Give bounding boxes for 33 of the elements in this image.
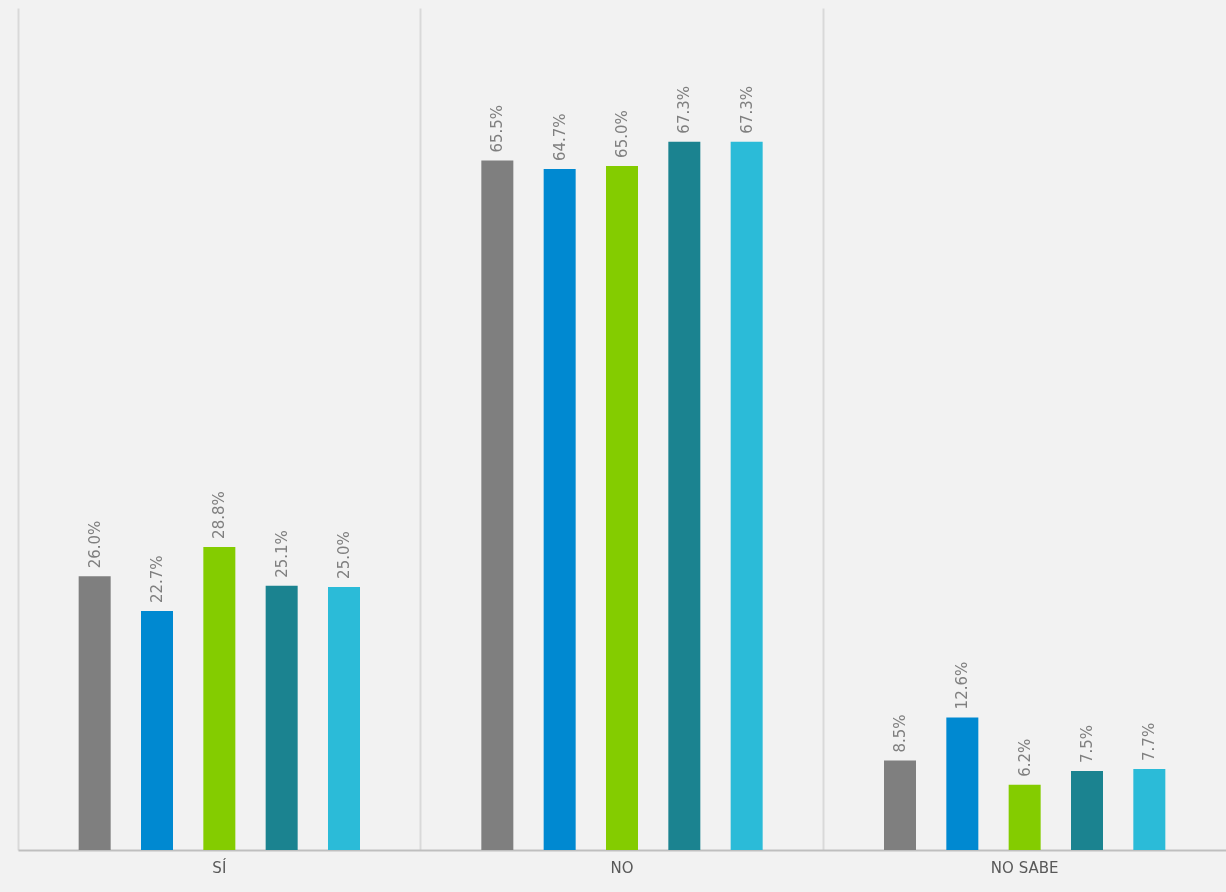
bar xyxy=(606,165,638,850)
bar xyxy=(1133,768,1166,850)
data-label: 26.0% xyxy=(85,520,104,569)
bar xyxy=(141,611,173,850)
data-label: 64.7% xyxy=(550,113,569,162)
bar xyxy=(1071,771,1103,850)
bar xyxy=(328,586,360,850)
bar xyxy=(946,717,979,850)
bar xyxy=(668,141,701,850)
data-label: 28.8% xyxy=(210,491,229,539)
data-label: 22.7% xyxy=(148,555,166,604)
data-label: 6.2% xyxy=(1015,738,1034,777)
data-label: 8.5% xyxy=(891,714,909,753)
bar xyxy=(481,160,514,850)
bar xyxy=(1008,784,1041,850)
bar xyxy=(543,169,576,850)
x-tick-label: SÍ xyxy=(212,857,227,877)
data-label: 7.7% xyxy=(1140,722,1159,761)
x-tick-label: NO xyxy=(610,858,634,877)
data-label: 25.1% xyxy=(272,530,291,578)
bar xyxy=(78,576,111,850)
bar xyxy=(203,546,236,850)
data-label: 12.6% xyxy=(953,661,972,710)
data-label: 65.5% xyxy=(488,104,507,153)
bar xyxy=(730,141,763,850)
bar xyxy=(884,760,916,850)
data-label: 7.5% xyxy=(1078,724,1096,764)
data-label: 65.0% xyxy=(613,110,631,158)
data-label: 67.3% xyxy=(675,86,694,134)
data-label: 25.0% xyxy=(335,531,353,579)
bar xyxy=(265,585,298,850)
data-label: 67.3% xyxy=(737,86,756,134)
x-tick-label: NO SABE xyxy=(990,858,1059,877)
